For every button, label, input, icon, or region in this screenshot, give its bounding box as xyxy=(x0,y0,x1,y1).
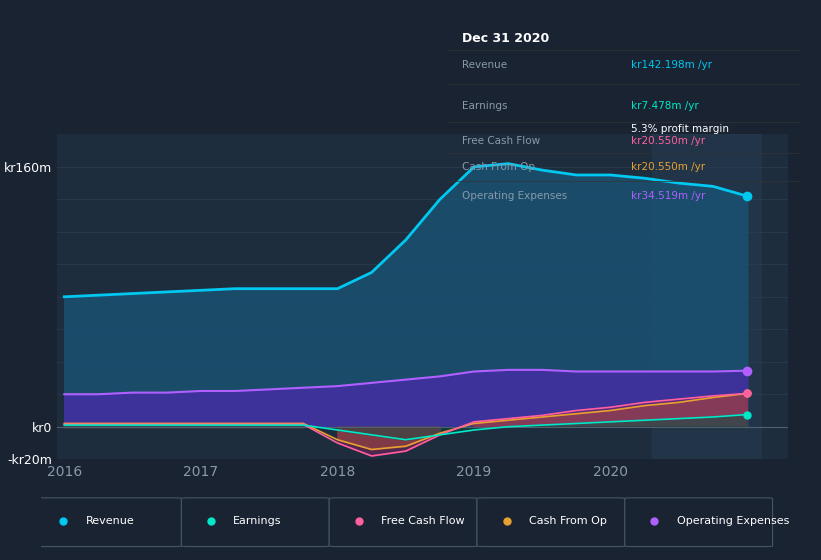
Text: 5.3% profit margin: 5.3% profit margin xyxy=(631,124,729,134)
FancyBboxPatch shape xyxy=(625,498,773,547)
Text: Revenue: Revenue xyxy=(461,60,507,70)
Text: kr20.550m /yr: kr20.550m /yr xyxy=(631,162,705,172)
Text: Dec 31 2020: Dec 31 2020 xyxy=(461,31,548,44)
FancyBboxPatch shape xyxy=(477,498,625,547)
FancyBboxPatch shape xyxy=(181,498,329,547)
Text: kr34.519m /yr: kr34.519m /yr xyxy=(631,192,705,202)
FancyBboxPatch shape xyxy=(329,498,477,547)
Text: Cash From Op: Cash From Op xyxy=(461,162,534,172)
Text: Operating Expenses: Operating Expenses xyxy=(461,192,566,202)
Text: Free Cash Flow: Free Cash Flow xyxy=(381,516,465,526)
Text: kr7.478m /yr: kr7.478m /yr xyxy=(631,101,699,111)
Text: Cash From Op: Cash From Op xyxy=(529,516,607,526)
Bar xyxy=(652,134,761,459)
Text: Earnings: Earnings xyxy=(233,516,282,526)
FancyBboxPatch shape xyxy=(34,498,181,547)
Text: kr142.198m /yr: kr142.198m /yr xyxy=(631,60,712,70)
Text: Operating Expenses: Operating Expenses xyxy=(677,516,789,526)
Text: Earnings: Earnings xyxy=(461,101,507,111)
Text: Revenue: Revenue xyxy=(85,516,134,526)
Text: kr20.550m /yr: kr20.550m /yr xyxy=(631,136,705,146)
Text: Free Cash Flow: Free Cash Flow xyxy=(461,136,539,146)
